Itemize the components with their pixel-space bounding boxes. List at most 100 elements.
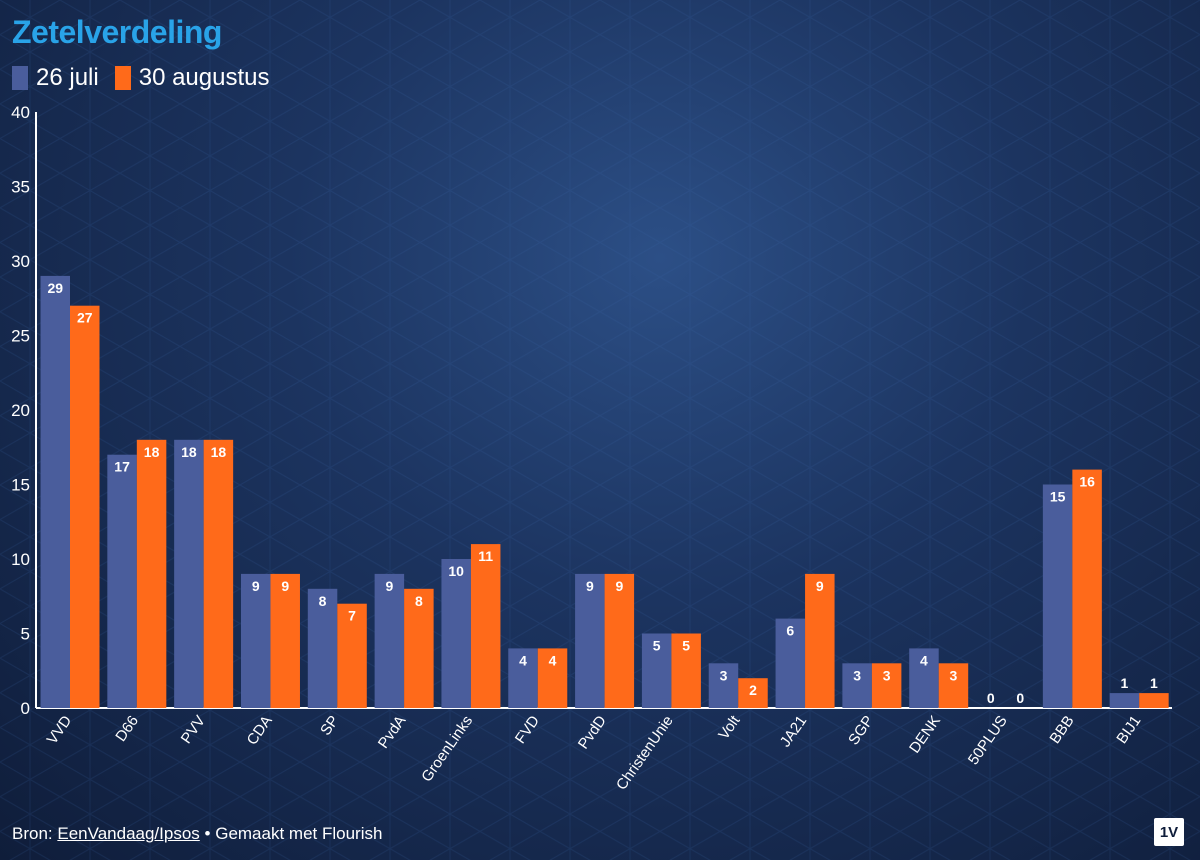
footer-source-link[interactable]: EenVandaag/Ipsos: [57, 824, 200, 843]
bar-2: [203, 439, 234, 708]
bar-2: [136, 439, 167, 708]
y-tick-label: 30: [11, 252, 30, 271]
y-tick-label: 40: [11, 103, 30, 122]
bar-value-label: 11: [478, 548, 493, 564]
bar-2: [871, 663, 902, 708]
bar-value-label: 29: [47, 280, 63, 296]
x-tick-label: PVV: [178, 713, 209, 747]
bar-1: [240, 573, 271, 708]
bar-1: [40, 275, 70, 708]
bar-2: [470, 544, 501, 708]
x-tick-label: VVD: [44, 712, 76, 747]
bar-2: [671, 633, 701, 708]
bar-value-label: 9: [281, 578, 289, 594]
x-tick-label: ChristenUnie: [613, 713, 677, 794]
bar-value-label: 4: [519, 652, 527, 668]
bar-1: [575, 573, 605, 708]
bar-2: [270, 573, 300, 708]
bar-value-label: 1: [1121, 675, 1129, 691]
footer-made-with[interactable]: Gemaakt met Flourish: [215, 824, 383, 843]
bar-1: [641, 633, 672, 708]
bar-2: [938, 663, 969, 708]
y-tick-label: 15: [11, 476, 30, 495]
bar-1: [441, 559, 471, 708]
legend-item-series1[interactable]: 26 juli: [12, 64, 99, 92]
bar-2: [604, 573, 635, 708]
bar-2: [70, 305, 100, 708]
bar-1: [909, 648, 939, 708]
y-tick-label: 0: [21, 699, 30, 718]
legend-swatch-series2: [114, 66, 131, 90]
chart-footer: Bron: EenVandaag/Ipsos • Gemaakt met Flo…: [12, 824, 382, 844]
y-tick-label: 25: [11, 327, 30, 346]
bar-1: [174, 439, 204, 708]
bar-value-label: 9: [615, 578, 623, 594]
x-tick-label: PvdD: [575, 712, 610, 752]
y-tick-label: 5: [21, 625, 30, 644]
bar-1: [775, 618, 806, 708]
x-tick-label: JA21: [777, 713, 811, 751]
bar-value-label: 0: [987, 690, 995, 706]
footer-source-prefix: Bron:: [12, 824, 53, 843]
chart-title: Zetelverdeling: [12, 14, 222, 50]
bar-1: [842, 663, 872, 708]
footer-separator: •: [204, 824, 211, 843]
bar-value-label: 9: [816, 578, 824, 594]
bar-value-label: 3: [883, 667, 891, 683]
x-tick-label: SP: [317, 713, 342, 739]
eenvandaag-logo[interactable]: 1V: [1154, 818, 1184, 846]
bar-value-label: 5: [682, 638, 690, 654]
y-tick-label: 10: [11, 550, 30, 569]
bar-value-label: 27: [77, 310, 93, 326]
bar-value-label: 3: [950, 667, 958, 683]
bar-1: [1042, 484, 1073, 708]
bar-value-label: 3: [720, 667, 728, 683]
bar-value-label: 0: [1016, 690, 1024, 706]
legend-label-series1: 26 juli: [36, 64, 99, 91]
bar-value-label: 1: [1150, 675, 1158, 691]
bar-value-label: 6: [786, 623, 794, 639]
bar-1: [374, 573, 405, 708]
bar-value-label: 4: [920, 652, 928, 668]
bar-value-label: 5: [653, 638, 661, 654]
legend-item-series2[interactable]: 30 augustus: [114, 64, 270, 92]
x-tick-label: CDA: [244, 713, 276, 749]
bar-2: [805, 573, 835, 708]
bar-2: [537, 648, 568, 708]
chart-legend: 26 juli 30 augustus: [12, 64, 276, 92]
x-tick-label: Volt: [715, 712, 744, 743]
bar-1: [1109, 693, 1140, 708]
bar-2: [738, 678, 768, 708]
bar-value-label: 8: [415, 593, 423, 609]
bar-value-label: 18: [181, 444, 197, 460]
bar-2: [1139, 693, 1169, 708]
legend-label-series2: 30 augustus: [138, 64, 270, 91]
x-tick-label: FVD: [512, 712, 543, 746]
bar-value-label: 15: [1050, 489, 1066, 505]
bar-value-label: 10: [448, 563, 464, 579]
bar-value-label: 16: [1079, 474, 1095, 490]
x-tick-label: BIJ1: [1113, 713, 1144, 747]
bar-2: [337, 603, 367, 708]
bar-1: [708, 663, 739, 708]
bar-2: [1072, 469, 1102, 708]
x-tick-label: GroenLinks: [418, 713, 476, 786]
legend-swatch-series1: [12, 66, 28, 90]
bar-1: [307, 588, 338, 708]
y-tick-label: 35: [11, 178, 30, 197]
bar-value-label: 2: [749, 682, 757, 698]
x-tick-label: 50PLUS: [965, 713, 1011, 769]
bar-2: [404, 588, 434, 708]
x-tick-label: BBB: [1046, 713, 1077, 747]
bar-value-label: 9: [385, 578, 393, 594]
bar-value-label: 8: [319, 593, 327, 609]
x-tick-label: DENK: [906, 713, 944, 757]
bar-1: [107, 454, 137, 708]
x-tick-label: PvdA: [375, 713, 409, 752]
bar-value-label: 9: [252, 578, 260, 594]
bar-value-label: 18: [211, 444, 227, 460]
y-tick-label: 20: [11, 401, 30, 420]
bar-value-label: 4: [549, 652, 557, 668]
bar-1: [508, 648, 538, 708]
